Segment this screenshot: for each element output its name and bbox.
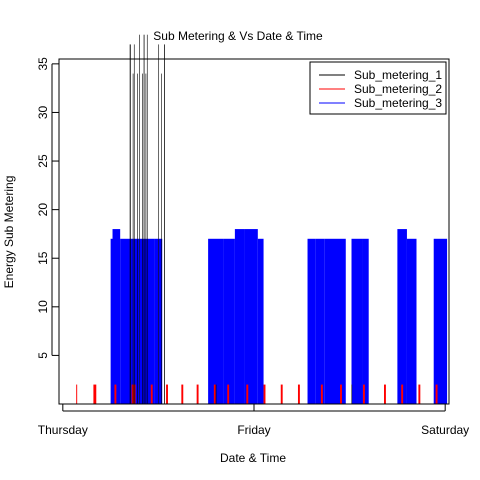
series-1-spike-4 bbox=[137, 73, 138, 404]
series-1-spike-14 bbox=[351, 384, 353, 404]
series-3-spike-11 bbox=[244, 229, 258, 404]
series-1-spike-8 bbox=[145, 73, 147, 404]
series-2-spike-3 bbox=[114, 384, 117, 404]
series-3-spike-6 bbox=[154, 238, 159, 404]
x-axis: Thursday Friday Saturday bbox=[38, 404, 469, 437]
series-2-spike-6 bbox=[166, 384, 168, 404]
series-2-spike-8 bbox=[196, 384, 199, 404]
series-2-spike-14 bbox=[297, 384, 300, 404]
series-1-spike-2 bbox=[132, 73, 134, 404]
series-2-spike-21 bbox=[435, 384, 438, 404]
series-1-spike-12 bbox=[164, 44, 165, 405]
series-1-spike-6 bbox=[142, 73, 143, 404]
series-3-spike-4 bbox=[133, 238, 140, 404]
series-3-spike-12 bbox=[257, 238, 264, 404]
series-2-spike-13 bbox=[280, 384, 283, 404]
series-2-spike-9 bbox=[213, 384, 216, 404]
y-tick-label-35: 35 bbox=[36, 57, 50, 71]
y-tick-label-30: 30 bbox=[36, 105, 50, 119]
y-tick-label-5: 5 bbox=[36, 352, 50, 359]
series-3-spike-7 bbox=[158, 238, 163, 404]
series-3-spike-8 bbox=[208, 238, 224, 404]
series-3-spike-17 bbox=[362, 238, 369, 404]
series-3-spike-5 bbox=[139, 238, 155, 404]
series-3-spike-13 bbox=[307, 238, 316, 404]
series-1-spike-3 bbox=[133, 44, 135, 405]
x-tick-label-friday: Friday bbox=[237, 423, 270, 437]
x-axis-label: Date & Time bbox=[220, 451, 286, 465]
legend-label-sub-metering-3: Sub_metering_3 bbox=[354, 96, 442, 110]
series-2-spike-5 bbox=[150, 384, 153, 404]
series-2-spike-19 bbox=[401, 384, 404, 404]
series-3 bbox=[59, 229, 449, 405]
series-1-spike-10 bbox=[158, 44, 160, 405]
legend-box bbox=[309, 61, 447, 115]
series-2-spike-10 bbox=[227, 384, 230, 404]
y-axis-label: Energy Sub Metering bbox=[2, 176, 16, 289]
chart-title: Sub Metering & Vs Date & Time bbox=[153, 29, 323, 43]
x-tick-label-thursday: Thursday bbox=[38, 423, 88, 437]
x-tick-label-saturday: Saturday bbox=[421, 423, 469, 437]
series-1-spike-7 bbox=[143, 34, 145, 404]
series-1-spike-1 bbox=[129, 44, 131, 405]
series-2-spike-20 bbox=[418, 384, 421, 404]
y-tick-label-25: 25 bbox=[36, 154, 50, 168]
series-3-spike-14 bbox=[315, 238, 325, 404]
series-3-spike-3 bbox=[120, 238, 134, 404]
series-1-spike-11 bbox=[161, 73, 162, 404]
series-2-spike-12 bbox=[263, 384, 266, 404]
series-3-spike-10 bbox=[234, 229, 245, 404]
y-tick-label-20: 20 bbox=[36, 203, 50, 217]
series-1-spike-9 bbox=[146, 34, 148, 404]
series-2-spike-1 bbox=[76, 384, 78, 404]
y-axis: 5 10 15 20 25 30 35 bbox=[36, 57, 59, 359]
legend-label-sub-metering-2: Sub_metering_2 bbox=[354, 82, 442, 96]
series-2-spike-4 bbox=[131, 384, 136, 404]
series-3-spike-15 bbox=[324, 238, 346, 404]
series-2-spike-2 bbox=[93, 384, 97, 404]
legend: Sub_metering_1 Sub_metering_2 Sub_meteri… bbox=[309, 61, 447, 115]
series-2-spike-18 bbox=[384, 384, 386, 404]
series-2-spike-7 bbox=[181, 384, 184, 404]
series-2-spike-16 bbox=[340, 384, 342, 404]
series-1-spike-5 bbox=[139, 34, 140, 404]
series-3-spike-19 bbox=[406, 238, 417, 404]
y-tick-label-10: 10 bbox=[36, 300, 50, 314]
series-3-spike-16 bbox=[351, 238, 363, 404]
series-3-spike-2 bbox=[112, 229, 121, 404]
y-tick-label-15: 15 bbox=[36, 251, 50, 265]
series-2-spike-17 bbox=[362, 384, 365, 404]
series-1-spike-13 bbox=[215, 384, 217, 404]
legend-label-sub-metering-1: Sub_metering_1 bbox=[354, 68, 442, 82]
series-2-spike-15 bbox=[320, 384, 323, 404]
series-3-spike-20 bbox=[433, 238, 448, 404]
series-3-spike-18 bbox=[397, 229, 407, 404]
series-3-spike-9 bbox=[223, 238, 235, 404]
series-2-spike-11 bbox=[246, 384, 249, 404]
